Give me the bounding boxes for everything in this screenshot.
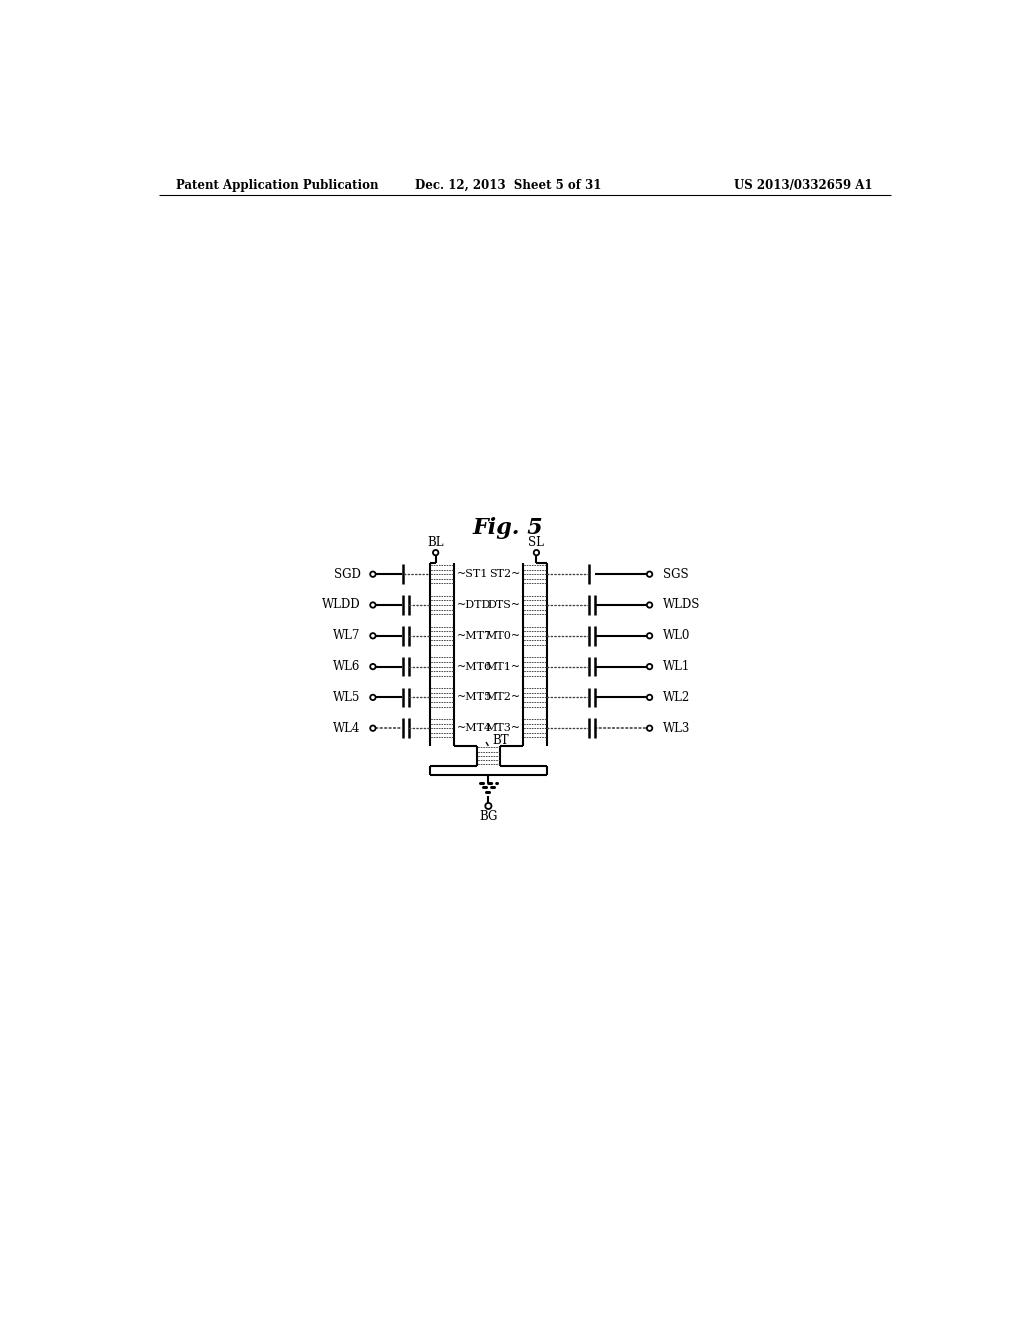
Circle shape (534, 550, 540, 556)
Text: WL0: WL0 (663, 630, 690, 643)
Circle shape (371, 726, 376, 731)
Text: Patent Application Publication: Patent Application Publication (176, 178, 379, 191)
Text: SL: SL (528, 536, 545, 549)
Circle shape (647, 694, 652, 700)
Text: ST2~: ST2~ (488, 569, 520, 579)
Circle shape (647, 634, 652, 639)
Text: WL5: WL5 (333, 690, 360, 704)
Text: SGD: SGD (334, 568, 360, 581)
Text: WL6: WL6 (333, 660, 360, 673)
Circle shape (371, 694, 376, 700)
Text: MT3~: MT3~ (485, 723, 520, 733)
Text: WL3: WL3 (663, 722, 690, 735)
Text: US 2013/0332659 A1: US 2013/0332659 A1 (733, 178, 872, 191)
Circle shape (371, 572, 376, 577)
Circle shape (371, 664, 376, 669)
Text: WLDS: WLDS (663, 598, 700, 611)
Text: WL1: WL1 (663, 660, 690, 673)
Text: BL: BL (427, 536, 444, 549)
Text: ~MT5: ~MT5 (457, 693, 492, 702)
Circle shape (371, 602, 376, 607)
Text: WL2: WL2 (663, 690, 690, 704)
Circle shape (371, 634, 376, 639)
Circle shape (433, 550, 438, 556)
Text: ~ST1: ~ST1 (457, 569, 488, 579)
Text: MT1~: MT1~ (485, 661, 520, 672)
Circle shape (485, 803, 492, 809)
Text: ~MT4: ~MT4 (457, 723, 492, 733)
Circle shape (647, 726, 652, 731)
Circle shape (647, 602, 652, 607)
Text: SGS: SGS (663, 568, 688, 581)
Text: ~MT7: ~MT7 (457, 631, 492, 640)
Text: ~MT6: ~MT6 (457, 661, 492, 672)
Text: BT: BT (493, 734, 509, 747)
Circle shape (647, 664, 652, 669)
Text: Fig. 5: Fig. 5 (472, 517, 543, 539)
Text: DTS~: DTS~ (487, 601, 520, 610)
Text: WL4: WL4 (333, 722, 360, 735)
Text: MT0~: MT0~ (485, 631, 520, 640)
Text: WL7: WL7 (333, 630, 360, 643)
Text: BG: BG (479, 810, 498, 824)
Text: MT2~: MT2~ (485, 693, 520, 702)
Text: ~DTD: ~DTD (457, 601, 490, 610)
Text: Dec. 12, 2013  Sheet 5 of 31: Dec. 12, 2013 Sheet 5 of 31 (415, 178, 601, 191)
Text: WLDD: WLDD (322, 598, 360, 611)
Circle shape (647, 572, 652, 577)
